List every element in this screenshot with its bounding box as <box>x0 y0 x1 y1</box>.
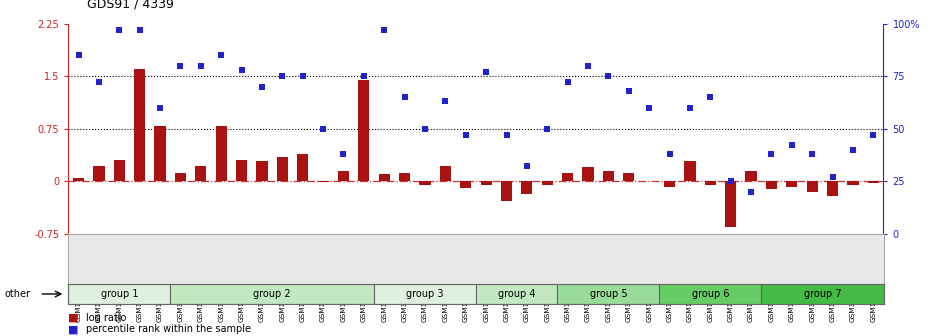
Bar <box>542 181 553 184</box>
Bar <box>93 166 104 181</box>
Text: group 4: group 4 <box>498 289 536 299</box>
Bar <box>787 181 797 186</box>
Bar <box>358 80 370 181</box>
Point <box>600 73 616 79</box>
Bar <box>440 166 451 181</box>
Point <box>356 73 371 79</box>
Bar <box>826 181 838 197</box>
Bar <box>522 181 533 194</box>
Bar <box>317 181 329 182</box>
Bar <box>725 181 736 226</box>
Point <box>784 143 799 148</box>
Point <box>214 52 229 58</box>
Point <box>621 88 637 93</box>
Text: group 3: group 3 <box>407 289 444 299</box>
Text: group 5: group 5 <box>590 289 627 299</box>
Bar <box>196 166 206 181</box>
Point <box>417 126 432 131</box>
Bar <box>170 284 374 304</box>
Point <box>846 147 861 152</box>
Point <box>173 63 188 68</box>
Point <box>315 126 331 131</box>
Text: group 1: group 1 <box>101 289 138 299</box>
Text: ■: ■ <box>68 312 79 323</box>
Bar <box>562 173 573 181</box>
Bar <box>847 181 859 184</box>
Text: log ratio: log ratio <box>86 312 125 323</box>
Bar <box>746 171 756 181</box>
Bar <box>216 126 227 181</box>
Text: ■: ■ <box>68 324 79 334</box>
Bar <box>175 173 186 181</box>
Point <box>540 126 555 131</box>
Point <box>112 27 127 33</box>
Bar <box>134 69 145 181</box>
Point <box>132 27 147 33</box>
Bar <box>476 284 558 304</box>
Point <box>805 151 820 157</box>
Point <box>153 105 168 110</box>
Text: group 6: group 6 <box>692 289 729 299</box>
Bar <box>766 181 777 190</box>
Point <box>71 52 86 58</box>
Bar <box>460 181 471 188</box>
Point <box>295 73 311 79</box>
Point <box>520 164 535 169</box>
Text: group 2: group 2 <box>254 289 291 299</box>
Point <box>723 178 738 184</box>
Bar <box>114 160 125 181</box>
Bar <box>155 126 165 181</box>
Point <box>193 63 208 68</box>
Bar <box>481 181 492 184</box>
Bar <box>338 171 349 181</box>
Point <box>825 174 840 179</box>
Bar <box>256 161 268 181</box>
Text: percentile rank within the sample: percentile rank within the sample <box>86 324 251 334</box>
Bar <box>761 284 884 304</box>
Bar <box>558 284 659 304</box>
Point <box>580 63 596 68</box>
Bar <box>867 181 879 183</box>
Bar <box>705 181 716 185</box>
Bar <box>807 181 818 192</box>
Point <box>641 105 656 110</box>
Point <box>458 132 473 137</box>
Point <box>764 151 779 157</box>
Bar <box>419 181 430 184</box>
Point <box>336 151 351 157</box>
Point <box>682 105 697 110</box>
Bar <box>659 284 761 304</box>
Bar <box>582 167 594 181</box>
Point <box>376 27 391 33</box>
Bar <box>603 171 614 181</box>
Point <box>438 98 453 104</box>
Point <box>662 151 677 157</box>
Point <box>397 94 412 100</box>
Bar <box>297 155 309 181</box>
Bar <box>374 284 476 304</box>
Point <box>865 132 881 137</box>
Bar <box>73 177 85 181</box>
Point <box>234 67 249 73</box>
Point <box>560 80 576 85</box>
Point <box>703 94 718 100</box>
Point <box>479 69 494 75</box>
Bar <box>68 284 170 304</box>
Bar <box>501 181 512 201</box>
Point <box>744 189 759 194</box>
Point <box>91 80 106 85</box>
Bar <box>684 161 695 181</box>
Bar <box>664 181 675 186</box>
Bar <box>379 174 389 181</box>
Bar <box>399 173 410 181</box>
Text: group 7: group 7 <box>804 289 841 299</box>
Bar <box>623 173 635 181</box>
Text: GDS91 / 4339: GDS91 / 4339 <box>87 0 174 10</box>
Point <box>275 73 290 79</box>
Text: other: other <box>5 289 30 299</box>
Bar <box>236 160 247 181</box>
Point <box>255 84 270 89</box>
Point <box>499 132 514 137</box>
Bar <box>276 157 288 181</box>
